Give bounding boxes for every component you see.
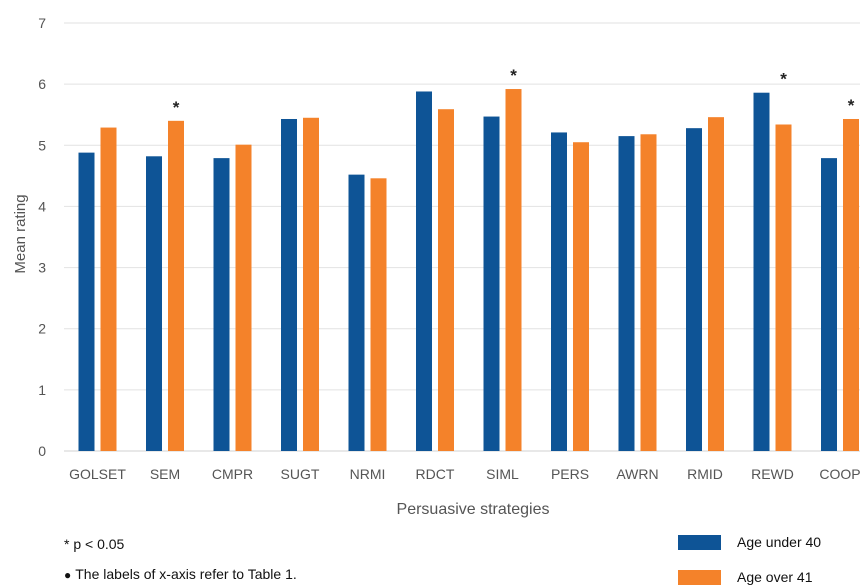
significance-markers: * * * * (173, 66, 855, 117)
bar-over-41 (303, 117, 319, 452)
bar-over-41 (843, 118, 859, 451)
y-tick-label: 6 (38, 76, 46, 92)
table-reference-note: ● The labels of x-axis refer to Table 1. (64, 566, 297, 582)
bar-over-41 (168, 120, 184, 451)
significance-note: * p < 0.05 (64, 536, 125, 552)
x-tick-label: CMPR (212, 466, 253, 482)
x-tick-label: SEM (150, 466, 180, 482)
bar-over-41 (573, 142, 589, 451)
bar-over-41 (235, 144, 252, 451)
y-tick-label: 0 (38, 443, 46, 459)
x-tick-label: PERS (551, 466, 589, 482)
y-axis-label: Mean rating (12, 194, 29, 273)
bar-over-41 (640, 134, 657, 451)
legend-swatch-over-41 (678, 569, 721, 585)
x-axis-label: Persuasive strategies (397, 501, 550, 518)
bar-under-40 (483, 116, 500, 451)
bar-under-40 (348, 174, 365, 452)
significance-star: * (173, 98, 180, 117)
x-tick-label: AWRN (616, 466, 658, 482)
x-tick-label: COOP (819, 466, 860, 482)
bar-over-41 (370, 178, 387, 451)
bar-under-40 (821, 158, 837, 451)
x-tick-label: SUGT (281, 466, 320, 482)
significance-star: * (510, 66, 517, 85)
x-tick-label: NRMI (350, 466, 386, 482)
bar-over-41 (438, 109, 454, 451)
significance-star: * (780, 70, 787, 89)
y-tick-label: 7 (38, 15, 46, 31)
y-tick-label: 2 (38, 321, 46, 337)
x-tick-label: REWD (751, 466, 794, 482)
bar-over-41 (505, 89, 522, 451)
x-tick-label: GOLSET (69, 466, 126, 482)
bar-over-41 (100, 127, 117, 451)
bar-under-40 (618, 136, 635, 451)
y-tick-label: 4 (38, 198, 46, 214)
bar-over-41 (708, 117, 724, 451)
bar-under-40 (78, 152, 95, 451)
bar-under-40 (551, 132, 567, 451)
significance-star: * (848, 96, 855, 115)
y-tick-label: 3 (38, 260, 46, 276)
legend-label-over-41: Age over 41 (737, 569, 813, 585)
legend-item-over-41: Age over 41 (678, 568, 813, 586)
y-axis-ticks: 0 1 2 3 4 5 6 7 (38, 15, 46, 459)
bar-under-40 (213, 158, 230, 451)
y-tick-label: 1 (38, 382, 46, 398)
x-tick-label: SIML (486, 466, 519, 482)
bar-under-40 (686, 128, 702, 451)
x-tick-label: RDCT (416, 466, 455, 482)
legend-label-under-40: Age under 40 (737, 534, 822, 550)
bullet-icon: ● (64, 568, 72, 582)
bar-under-40 (281, 118, 297, 451)
legend-item-under-40: Age under 40 (678, 533, 821, 551)
bar-under-40 (416, 91, 432, 451)
x-axis-ticks: GOLSET SEM CMPR SUGT NRMI RDCT SIML PERS AWRN RMI… (69, 466, 860, 482)
y-tick-label: 5 (38, 137, 46, 153)
gridlines (64, 22, 860, 452)
bar-under-40 (753, 92, 770, 452)
legend-swatch-under-40 (678, 534, 721, 550)
table-reference-text: The labels of x-axis refer to Table 1. (75, 566, 297, 582)
bars (78, 89, 859, 452)
bar-over-41 (775, 124, 792, 452)
x-tick-label: RMID (687, 466, 723, 482)
bar-under-40 (146, 156, 162, 451)
